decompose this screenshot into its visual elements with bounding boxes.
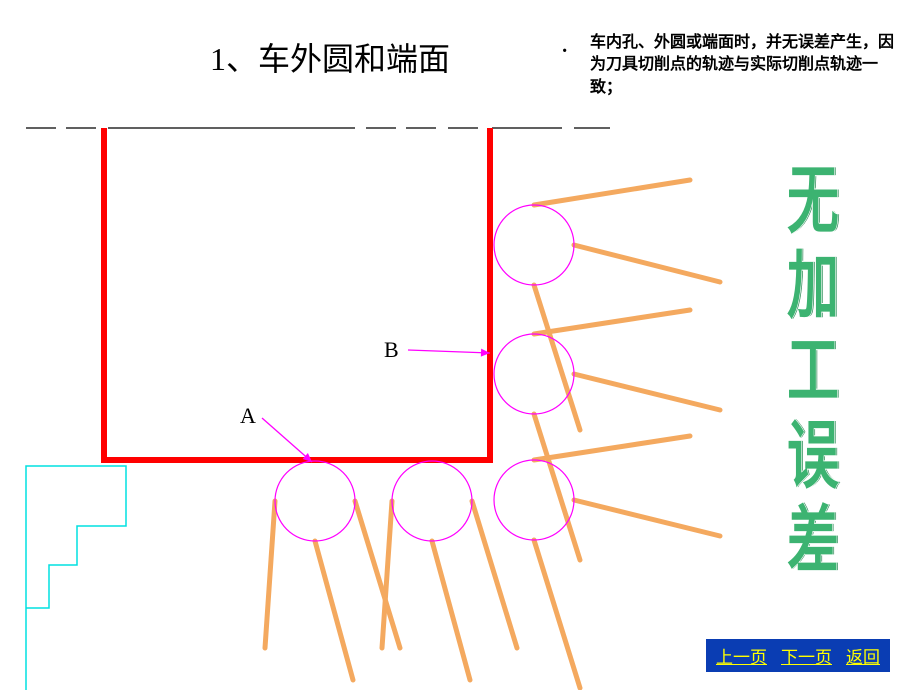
- vchar-4: 差: [787, 500, 839, 585]
- label-a: A: [240, 403, 256, 429]
- vchar-1: 加: [787, 245, 839, 330]
- nav-back-link[interactable]: 返回: [846, 643, 880, 668]
- vertical-caption: 无 加 工 误 差: [776, 160, 850, 585]
- nav-prev-link[interactable]: 上一页: [716, 643, 767, 668]
- vchar-3: 误: [787, 415, 839, 500]
- label-b: B: [384, 337, 399, 363]
- nav-bar: 上一页 下一页 返回: [706, 639, 890, 672]
- nav-next-link[interactable]: 下一页: [781, 643, 832, 668]
- vchar-2: 工: [787, 330, 839, 415]
- vchar-0: 无: [787, 160, 839, 245]
